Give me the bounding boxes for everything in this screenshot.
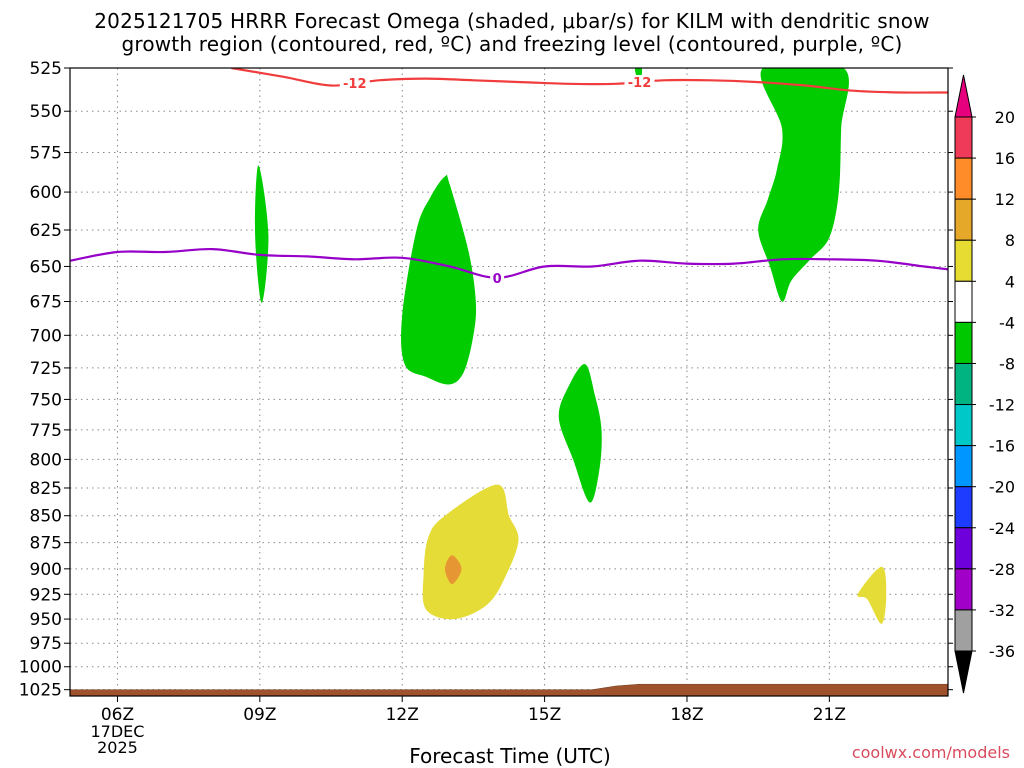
colorbar-label-7: -8 [999, 354, 1015, 373]
y-tick-label-975: 975 [30, 634, 62, 654]
terrain-ground [70, 683, 948, 696]
colorbar-label-3: 12 [995, 190, 1015, 209]
colorbar-label-6: -4 [999, 313, 1015, 332]
y-tick-label-850: 850 [30, 507, 62, 527]
watermark: coolwx.com/models [851, 743, 1010, 762]
colorbar-bin-5 [954, 280, 973, 323]
contour-line-freezing [70, 247, 948, 279]
y-tick-label-1000: 1000 [19, 658, 62, 678]
x-tick-label-06Z: 06Z [101, 705, 134, 725]
y-tick-label-1025: 1025 [19, 681, 62, 701]
colorbar-label-11: -24 [989, 519, 1015, 538]
omega-region-5 [758, 68, 849, 302]
y-tick-label-625: 625 [30, 221, 62, 241]
x-tick-label-12Z: 12Z [386, 705, 419, 725]
colorbar-bin-6 [954, 321, 973, 364]
chart-title-line-1: 2025121705 HRRR Forecast Omega (shaded, … [94, 9, 930, 33]
colorbar-bin-11 [954, 527, 973, 570]
colorbar-top-arrow [954, 74, 973, 118]
colorbar-bin-1 [954, 116, 973, 159]
colorbar-label-10: -20 [989, 478, 1015, 497]
y-tick-label-750: 750 [30, 390, 62, 410]
colorbar-label-1: 20 [995, 108, 1015, 127]
y-tick-label-600: 600 [30, 183, 62, 203]
omega-region-8 [857, 566, 887, 624]
colorbar-bin-4 [954, 239, 973, 282]
omega-region-3 [558, 364, 602, 503]
colorbar-label-4: 8 [1005, 231, 1015, 250]
colorbar-bin-3 [954, 198, 973, 241]
colorbar-bin-8 [954, 404, 973, 447]
contour-label-bg [339, 75, 370, 90]
y-tick-label-825: 825 [30, 479, 62, 499]
y-tick-label-950: 950 [30, 610, 62, 630]
plot-area: -12 -12 0 [70, 68, 948, 696]
contour-label-freezing-1: 0 [493, 272, 502, 287]
y-tick-label-800: 800 [30, 450, 62, 470]
colorbar-bottom-arrow [954, 650, 973, 694]
y-tick-label-775: 775 [30, 421, 62, 441]
colorbar-label-9: -16 [989, 437, 1015, 456]
y-axis: 525 550 575 600 625 650 675 700 725 750 775 800 825 8… [19, 59, 953, 701]
contour-label-bg [624, 75, 655, 90]
x-tick-label-21Z: 21Z [813, 705, 846, 725]
y-tick-label-925: 925 [30, 585, 62, 605]
contour-label-dgz-2: -12 [628, 76, 652, 91]
y-tick-label-875: 875 [30, 534, 62, 554]
x-axis-label: Forecast Time (UTC) [409, 744, 611, 768]
x-tick-label-18Z: 18Z [670, 705, 703, 725]
omega-region-1 [254, 165, 269, 303]
contour-label-bg [490, 270, 505, 285]
colorbar-bin-10 [954, 486, 973, 529]
colorbar-label-8: -12 [989, 396, 1015, 415]
omega-region-6 [422, 484, 519, 620]
y-tick-label-725: 725 [30, 359, 62, 379]
colorbar-label-5: 4 [1005, 272, 1015, 291]
colorbar-label-2: 16 [995, 149, 1015, 168]
y-tick-label-575: 575 [30, 144, 62, 164]
chart-title-line-2: growth region (contoured, red, ºC) and f… [121, 32, 903, 56]
colorbar: 20 16 12 8 4 -4 -8 -12 -16 -20 -24 -28 -32 -36 [954, 74, 1015, 694]
colorbar-label-12: -28 [989, 560, 1015, 579]
colorbar-bin-12 [954, 568, 973, 611]
colorbar-bin-9 [954, 445, 973, 488]
x-tick-sublabel-1: 17DEC [90, 722, 144, 741]
y-tick-label-525: 525 [30, 59, 62, 79]
y-tick-label-675: 675 [30, 293, 62, 313]
colorbar-bin-7 [954, 362, 973, 406]
x-tick-label-09Z: 09Z [243, 705, 276, 725]
x-tick-label-15Z: 15Z [528, 705, 561, 725]
omega-region-7 [444, 555, 462, 585]
contour-label-dgz-1: -12 [343, 77, 367, 92]
colorbar-bin-13 [954, 609, 973, 652]
x-tick-sublabel-2: 2025 [97, 738, 138, 757]
plot-frame [69, 67, 949, 697]
omega-region-2 [401, 174, 477, 385]
colorbar-label-13: -32 [989, 601, 1015, 620]
y-tick-label-900: 900 [30, 560, 62, 580]
colorbar-bin-2 [954, 157, 973, 200]
y-tick-label-700: 700 [30, 326, 62, 346]
y-tick-label-550: 550 [30, 102, 62, 122]
colorbar-label-14: -36 [989, 642, 1015, 661]
y-tick-label-650: 650 [30, 257, 62, 277]
